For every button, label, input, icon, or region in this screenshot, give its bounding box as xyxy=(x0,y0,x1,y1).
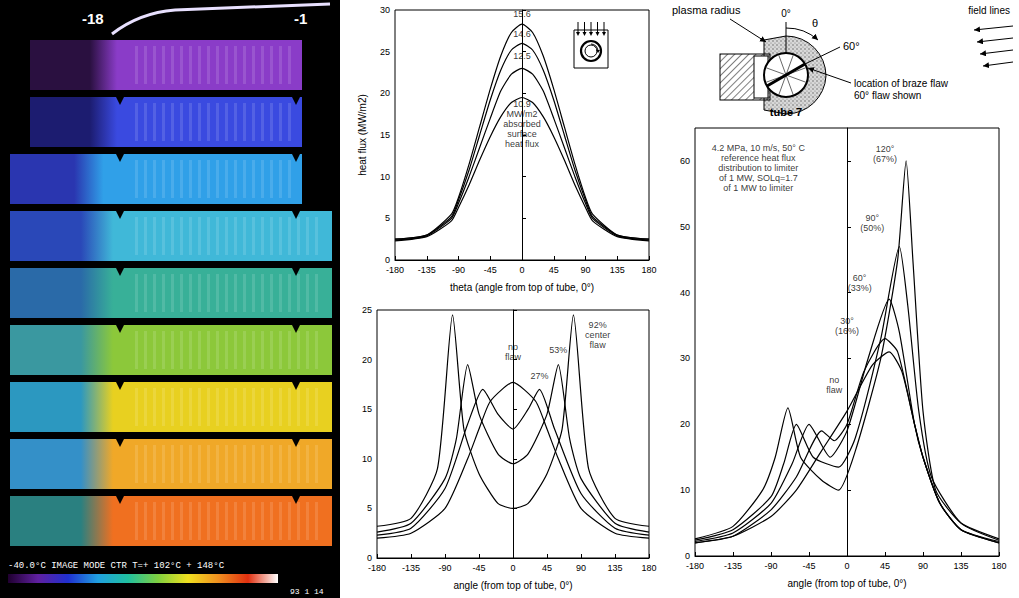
svg-text:5: 5 xyxy=(385,213,390,223)
svg-text:angle (from top of tube, 0°): angle (from top of tube, 0°) xyxy=(453,580,572,591)
svg-text:-135: -135 xyxy=(724,561,742,571)
svg-text:15: 15 xyxy=(362,404,372,414)
svg-text:10.9: 10.9 xyxy=(513,99,531,109)
svg-text:angle (from top of tube, 0°): angle (from top of tube, 0°) xyxy=(787,578,906,589)
svg-text:distribution to limiter: distribution to limiter xyxy=(718,163,798,173)
svg-text:no: no xyxy=(829,375,839,385)
svg-text:0: 0 xyxy=(385,255,390,265)
svg-text:25: 25 xyxy=(362,305,372,315)
svg-text:-180: -180 xyxy=(686,561,704,571)
svg-text:60° flaw shown: 60° flaw shown xyxy=(854,90,921,101)
svg-text:60: 60 xyxy=(680,156,690,166)
svg-text:flaw: flaw xyxy=(505,352,522,362)
svg-text:90: 90 xyxy=(580,265,590,275)
svg-text:-40.0°C IMAGE MODE CTR T=+ 102: -40.0°C IMAGE MODE CTR T=+ 102°C + 148°C xyxy=(8,561,225,571)
svg-text:30: 30 xyxy=(380,5,390,15)
svg-text:-180: -180 xyxy=(386,265,404,275)
svg-text:180: 180 xyxy=(641,563,656,573)
svg-text:(50%): (50%) xyxy=(860,223,884,233)
svg-text:10: 10 xyxy=(362,454,372,464)
svg-text:14.6: 14.6 xyxy=(513,29,531,39)
svg-text:180: 180 xyxy=(991,561,1006,571)
svg-text:(67%): (67%) xyxy=(873,154,897,164)
svg-text:20: 20 xyxy=(680,419,690,429)
svg-text:45: 45 xyxy=(880,561,890,571)
svg-text:15.6: 15.6 xyxy=(513,9,531,19)
svg-text:10: 10 xyxy=(380,172,390,182)
svg-text:20: 20 xyxy=(380,88,390,98)
svg-text:reference heat flux: reference heat flux xyxy=(721,153,796,163)
svg-text:0: 0 xyxy=(510,563,515,573)
svg-text:20: 20 xyxy=(362,355,372,365)
svg-text:-18: -18 xyxy=(82,10,104,27)
svg-text:45: 45 xyxy=(542,563,552,573)
svg-text:93 1 14: 93 1 14 xyxy=(290,587,324,596)
svg-text:flaw: flaw xyxy=(826,385,843,395)
svg-text:field lines: field lines xyxy=(968,5,1010,16)
svg-text:30: 30 xyxy=(680,353,690,363)
svg-text:of 1 MW, SOLq=1.7: of 1 MW, SOLq=1.7 xyxy=(719,173,798,183)
svg-text:12.5: 12.5 xyxy=(513,51,531,61)
svg-text:180: 180 xyxy=(641,265,656,275)
svg-text:0: 0 xyxy=(685,551,690,561)
svg-text:location of braze flaw: location of braze flaw xyxy=(854,78,949,89)
svg-text:absorbed: absorbed xyxy=(503,119,541,129)
svg-text:of 1 MW to limiter: of 1 MW to limiter xyxy=(723,183,793,193)
svg-text:90°: 90° xyxy=(866,213,880,223)
svg-text:90: 90 xyxy=(576,563,586,573)
svg-text:heat flux (MW/m2): heat flux (MW/m2) xyxy=(357,94,368,176)
svg-text:50: 50 xyxy=(680,222,690,232)
svg-text:30°: 30° xyxy=(840,316,854,326)
svg-text:60°: 60° xyxy=(843,40,860,52)
svg-text:surface: surface xyxy=(507,129,537,139)
svg-text:40: 40 xyxy=(680,288,690,298)
svg-text:27%: 27% xyxy=(530,371,548,381)
svg-text:120°: 120° xyxy=(876,144,895,154)
svg-text:0: 0 xyxy=(519,265,524,275)
svg-text:45: 45 xyxy=(549,265,559,275)
svg-text:135: 135 xyxy=(610,265,625,275)
svg-text:-135: -135 xyxy=(418,265,436,275)
svg-text:60°: 60° xyxy=(853,273,867,283)
svg-text:-90: -90 xyxy=(452,265,465,275)
svg-text:5: 5 xyxy=(367,503,372,513)
svg-text:no: no xyxy=(508,342,518,352)
svg-text:135: 135 xyxy=(607,563,622,573)
svg-text:theta (angle from top of tube,: theta (angle from top of tube, 0°) xyxy=(450,282,594,293)
svg-text:0: 0 xyxy=(844,561,849,571)
svg-text:θ: θ xyxy=(812,17,818,29)
svg-text:-135: -135 xyxy=(402,563,420,573)
svg-text:0: 0 xyxy=(367,553,372,563)
svg-text:-45: -45 xyxy=(802,561,815,571)
svg-text:-45: -45 xyxy=(484,265,497,275)
svg-text:-180: -180 xyxy=(368,563,386,573)
svg-text:-1: -1 xyxy=(294,10,307,27)
svg-text:-45: -45 xyxy=(472,563,485,573)
svg-text:135: 135 xyxy=(953,561,968,571)
svg-text:heat flux: heat flux xyxy=(505,139,540,149)
svg-text:tube 7: tube 7 xyxy=(770,106,802,118)
svg-text:flaw: flaw xyxy=(590,340,607,350)
svg-text:15: 15 xyxy=(380,130,390,140)
svg-text:plasma radius: plasma radius xyxy=(672,4,741,16)
svg-text:(33%): (33%) xyxy=(848,283,872,293)
svg-text:-90: -90 xyxy=(764,561,777,571)
svg-text:10: 10 xyxy=(680,485,690,495)
svg-text:4.2 MPa, 10 m/s, 50° C: 4.2 MPa, 10 m/s, 50° C xyxy=(712,143,806,153)
svg-text:90: 90 xyxy=(918,561,928,571)
svg-text:0°: 0° xyxy=(781,8,791,19)
svg-text:25: 25 xyxy=(380,47,390,57)
svg-text:center: center xyxy=(585,330,610,340)
svg-text:(16%): (16%) xyxy=(835,326,859,336)
svg-text:92%: 92% xyxy=(589,320,607,330)
svg-text:53%: 53% xyxy=(549,345,567,355)
svg-text:MW/m2: MW/m2 xyxy=(507,109,538,119)
svg-text:-90: -90 xyxy=(438,563,451,573)
